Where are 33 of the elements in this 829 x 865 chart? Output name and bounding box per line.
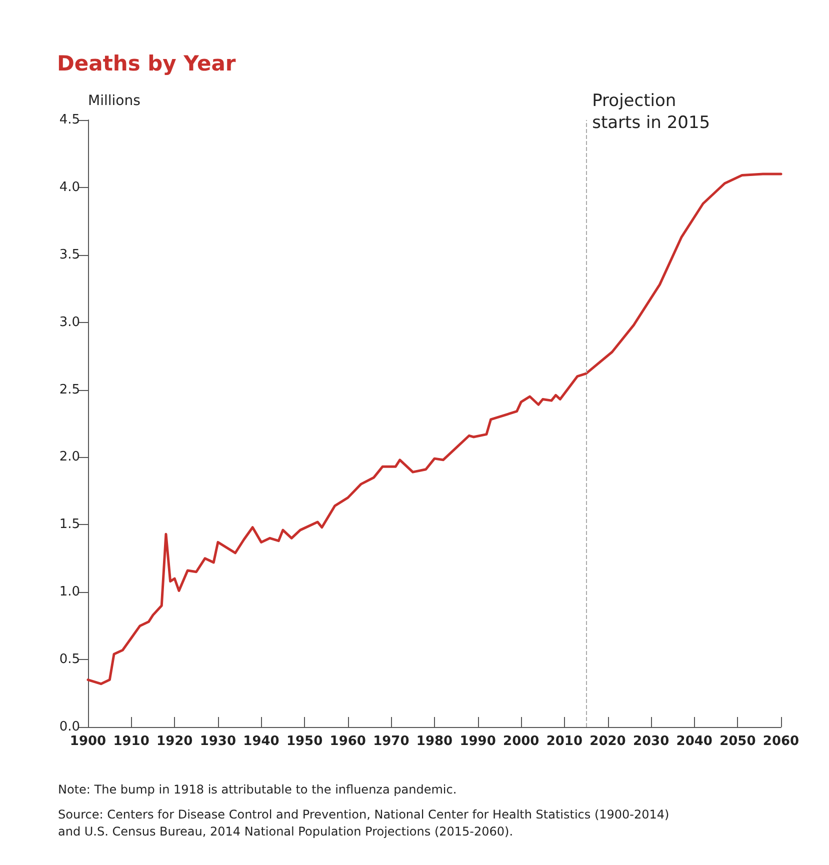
y-tick-label: 1.5 xyxy=(59,517,80,532)
x-tick-label: 1970 xyxy=(373,734,410,749)
chart-title: Deaths by Year xyxy=(57,52,236,76)
x-tick-label: 1940 xyxy=(243,734,280,749)
x-tick-label: 1930 xyxy=(200,734,236,749)
line-series xyxy=(86,172,782,686)
y-axis-title: Millions xyxy=(88,93,140,109)
x-tick-label: 1950 xyxy=(286,734,323,749)
x-tick-label: 2020 xyxy=(590,734,626,749)
x-tick-label: 2050 xyxy=(720,734,756,749)
x-tick-label: 1960 xyxy=(330,734,366,749)
ref-line-label: Projection starts in 2015 xyxy=(592,91,710,133)
x-tick-label: 1900 xyxy=(70,734,106,749)
source-note: Source: Centers for Disease Control and Prevention, National Center for Health Statistics (1900-2014) and U.S. Census Bureau, 2014 National Population Projections (2015-2060). xyxy=(58,808,670,838)
x-tick-label: 1990 xyxy=(460,734,496,749)
x-tick-label: 2000 xyxy=(503,734,540,749)
y-tick-label: 2.5 xyxy=(59,382,80,398)
y-tick-label: 0.0 xyxy=(59,720,80,734)
y-tick-label: 0.5 xyxy=(59,652,80,668)
x-tick-label: 1980 xyxy=(416,734,453,749)
x-tick-label: 2040 xyxy=(676,734,712,749)
y-tick-label: 3.5 xyxy=(59,247,80,262)
x-tick-label: 2030 xyxy=(632,734,670,749)
y-tick-label: 4.0 xyxy=(59,180,80,195)
x-tick-label: 1920 xyxy=(156,734,193,749)
x-tick-label: 2010 xyxy=(546,734,583,749)
y-tick-label: 2.0 xyxy=(59,450,80,465)
y-tick-label: 3.0 xyxy=(59,314,80,330)
x-tick-label: 2060 xyxy=(762,734,800,749)
y-tick-label: 1.0 xyxy=(59,584,80,600)
x-tick-label: 1910 xyxy=(113,734,150,749)
text: Note: The bump in 1918 is attributable to the influenza pandemic. xyxy=(58,782,457,796)
y-tick-label: 4.5 xyxy=(59,112,80,128)
